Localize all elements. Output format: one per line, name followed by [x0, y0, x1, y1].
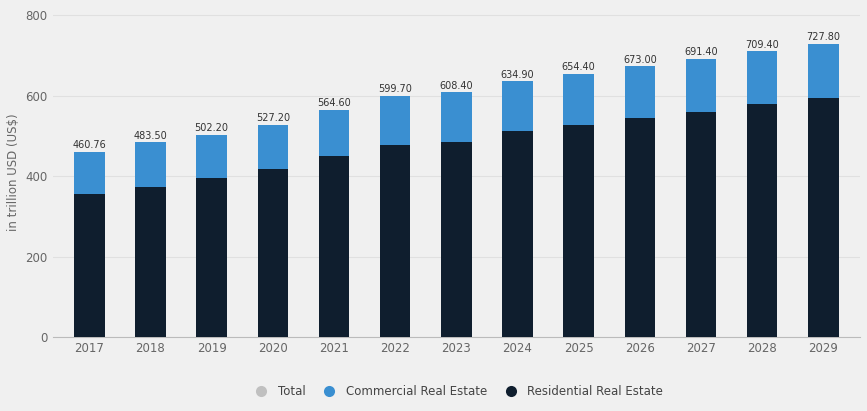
Bar: [686, 59, 716, 112]
Bar: [686, 112, 716, 337]
Bar: [624, 118, 655, 337]
Text: 502.20: 502.20: [195, 123, 229, 133]
Bar: [196, 135, 227, 178]
Bar: [380, 96, 410, 145]
Bar: [746, 51, 778, 104]
Bar: [196, 178, 227, 337]
Y-axis label: in trillion USD (US$): in trillion USD (US$): [7, 113, 20, 231]
Bar: [319, 110, 349, 156]
Bar: [257, 125, 288, 169]
Bar: [319, 156, 349, 337]
Text: 599.70: 599.70: [378, 84, 412, 94]
Bar: [380, 145, 410, 337]
Text: 564.60: 564.60: [317, 98, 351, 108]
Legend: Total, Commercial Real Estate, Residential Real Estate: Total, Commercial Real Estate, Residenti…: [244, 379, 669, 404]
Text: 483.50: 483.50: [134, 131, 167, 141]
Bar: [135, 142, 166, 187]
Text: 460.76: 460.76: [73, 140, 106, 150]
Text: 634.90: 634.90: [500, 70, 534, 80]
Text: 608.40: 608.40: [440, 81, 473, 90]
Bar: [257, 169, 288, 337]
Text: 691.40: 691.40: [684, 47, 718, 57]
Bar: [564, 125, 594, 337]
Text: 673.00: 673.00: [623, 55, 656, 65]
Bar: [624, 66, 655, 118]
Bar: [808, 97, 838, 337]
Bar: [74, 194, 105, 337]
Bar: [502, 131, 533, 337]
Bar: [74, 152, 105, 194]
Bar: [808, 44, 838, 97]
Text: 727.80: 727.80: [806, 32, 840, 42]
Bar: [441, 92, 472, 142]
Text: 527.20: 527.20: [256, 113, 290, 123]
Text: 709.40: 709.40: [746, 40, 779, 50]
Bar: [564, 74, 594, 125]
Bar: [746, 104, 778, 337]
Bar: [441, 142, 472, 337]
Text: 654.40: 654.40: [562, 62, 596, 72]
Bar: [135, 187, 166, 337]
Bar: [502, 81, 533, 131]
